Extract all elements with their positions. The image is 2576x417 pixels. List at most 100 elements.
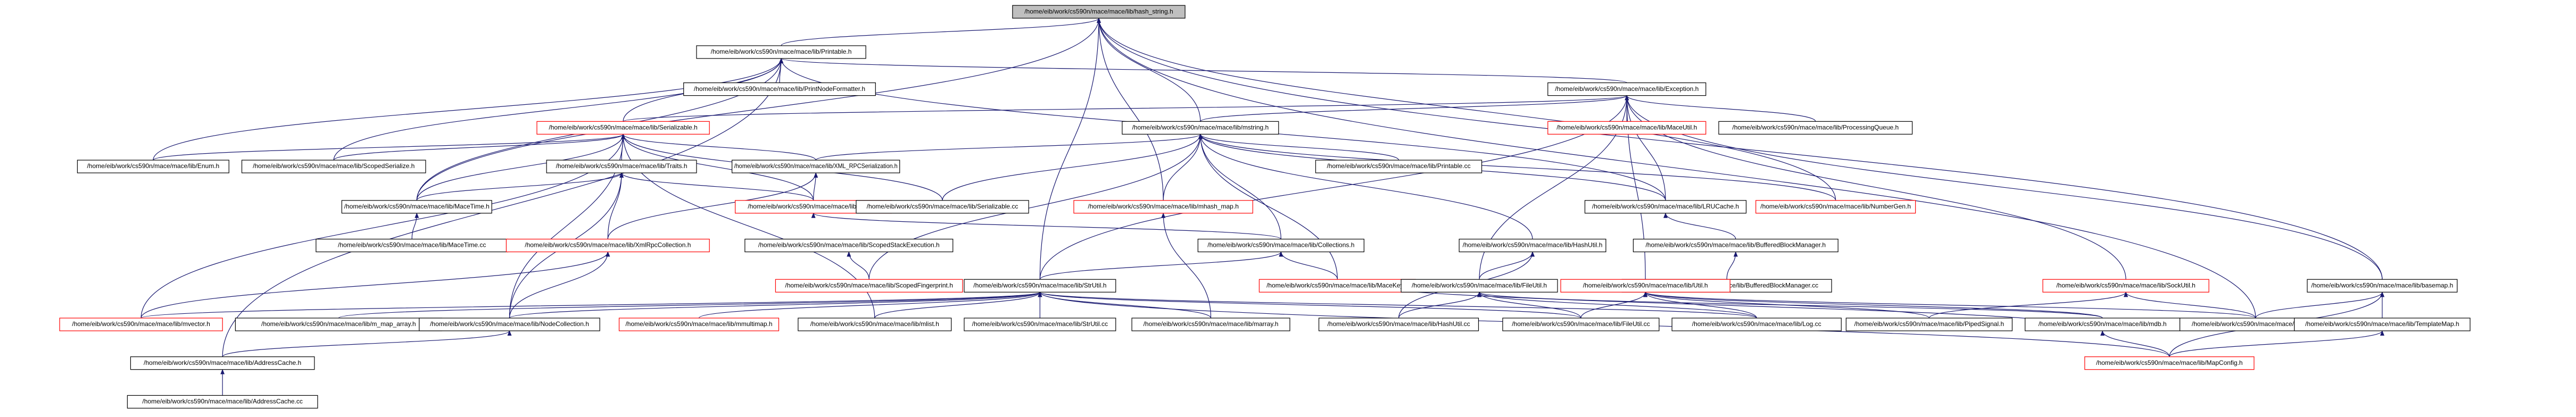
node-box[interactable] [683, 82, 876, 96]
node-box[interactable] [1401, 279, 1558, 293]
node-label[interactable]: /home/eib/work/cs590n/mace/mace/lib/Seri… [867, 203, 1018, 210]
node-label[interactable]: /home/eib/work/cs590n/mace/mace/lib/mvec… [72, 320, 210, 328]
node-label[interactable]: /home/eib/work/cs590n/mace/mace/lib/Temp… [2305, 320, 2459, 328]
node-label[interactable]: /home/eib/work/cs590n/mace/mace/lib/Addr… [142, 398, 302, 405]
node-label[interactable]: /home/eib/work/cs590n/mace/mace/lib/hash… [1024, 7, 1173, 15]
node-box[interactable] [1131, 318, 1290, 331]
node-box[interactable] [2042, 279, 2209, 293]
node-label[interactable]: /home/eib/work/cs590n/mace/mace/lib/StrU… [972, 320, 1108, 328]
node-label[interactable]: /home/eib/work/cs590n/mace/mace/lib/Scop… [758, 241, 940, 249]
include-edge [1198, 134, 1338, 280]
node-label[interactable]: /home/eib/work/cs590n/mace/mace/lib/MapC… [2096, 359, 2242, 366]
node-label[interactable]: /home/eib/work/cs590n/mace/mace/lib/Enum… [87, 162, 219, 170]
node-box[interactable] [775, 279, 963, 293]
node-box[interactable] [744, 238, 954, 253]
node-label[interactable]: /home/eib/work/cs590n/mace/mace/lib/mhas… [1088, 203, 1238, 210]
node-box[interactable] [2025, 318, 2181, 331]
node-box[interactable] [618, 318, 780, 331]
node-box[interactable] [1315, 160, 1482, 173]
node-box[interactable] [696, 45, 866, 59]
node-box[interactable] [130, 356, 315, 370]
node-label[interactable]: /home/eib/work/cs590n/mace/mace/lib/marr… [1144, 320, 1279, 328]
node-label[interactable]: /home/eib/work/cs590n/mace/mace/lib/Node… [430, 320, 589, 328]
node-label[interactable]: /home/eib/work/cs590n/mace/mace/lib/XmlR… [525, 241, 691, 249]
node-label[interactable]: /home/eib/work/cs590n/mace/mace/lib/Prin… [694, 85, 865, 93]
node-box[interactable] [1584, 200, 1747, 214]
node-label[interactable]: /home/eib/work/cs590n/mace/mace/lib/Prin… [711, 48, 852, 55]
node-box[interactable] [1197, 238, 1364, 253]
node-box[interactable] [341, 200, 492, 214]
node-box[interactable] [1560, 279, 1730, 293]
node-label[interactable]: /home/eib/work/cs590n/mace/mace/lib/Hash… [1327, 320, 1470, 328]
include-edge [1625, 95, 1816, 122]
node-label[interactable]: /home/eib/work/cs590n/mace/mace/lib/Buff… [1645, 241, 1826, 249]
include-edge [619, 172, 814, 201]
node-label[interactable]: /home/eib/work/cs590n/mace/mace/lib/Hash… [1463, 241, 1603, 249]
node-box[interactable] [1122, 121, 1279, 135]
include-edge [2124, 291, 2256, 319]
node-box[interactable] [2307, 279, 2458, 293]
node-box[interactable] [2084, 356, 2255, 370]
node-label[interactable]: /home/eib/work/cs590n/mace/mace/lib/mdb.… [2039, 320, 2167, 328]
node-label[interactable]: /home/eib/work/cs590n/mace/mace/lib/Mace… [344, 203, 490, 210]
node-label[interactable]: /home/eib/work/cs590n/mace/mace/lib/Util… [1583, 281, 1708, 289]
node-box[interactable] [316, 238, 509, 253]
node-box[interactable] [964, 279, 1116, 293]
node-label[interactable]: /home/eib/work/cs590n/mace/mace/lib/Numb… [1760, 203, 1911, 210]
node-box[interactable] [1459, 238, 1606, 253]
node-box[interactable] [1073, 200, 1253, 214]
node-box[interactable] [1718, 121, 1913, 135]
node-label[interactable]: /home/eib/work/cs590n/mace/mace/lib/Prin… [1327, 162, 1470, 170]
node-label[interactable]: /home/eib/work/cs590n/mace/mace/lib/mstr… [1132, 124, 1269, 131]
node-label[interactable]: /home/eib/work/cs590n/mace/mace/lib/Util… [2192, 320, 2320, 328]
node-label[interactable]: /home/eib/work/cs590n/mace/mace/lib/mlis… [810, 320, 939, 328]
include-edge [1477, 291, 1581, 319]
node-label[interactable]: /home/eib/work/cs590n/mace/mace/lib/Mace… [1556, 124, 1697, 131]
node-box[interactable] [2294, 318, 2471, 331]
node-label[interactable]: /home/eib/work/cs590n/mace/mace/lib/File… [1512, 320, 1650, 328]
node-label[interactable]: /home/eib/work/cs590n/mace/mace/lib/Log.… [1692, 320, 1821, 328]
node-label[interactable]: /home/eib/work/cs590n/mace/mace/lib/Sock… [2056, 281, 2195, 289]
node-box[interactable] [419, 318, 600, 331]
node-label[interactable]: /home/eib/work/cs590n/mace/mace/lib/Seri… [549, 124, 697, 131]
node-box[interactable] [1633, 238, 1838, 253]
node-label[interactable]: /home/eib/work/cs590n/mace/mace/lib/Scop… [785, 281, 953, 289]
node-label[interactable]: /home/eib/work/cs590n/mace/mace/lib/Proc… [1732, 124, 1899, 131]
node-label[interactable]: /home/eib/work/cs590n/mace/mace/lib/Coll… [1207, 241, 1354, 249]
node-box[interactable] [798, 318, 952, 331]
node-label[interactable]: /home/eib/work/cs590n/mace/mace/lib/Scop… [253, 162, 415, 170]
node-box[interactable] [732, 160, 900, 173]
node-label[interactable]: /home/eib/work/cs590n/mace/mace/lib/mmul… [625, 320, 772, 328]
node-label[interactable]: /home/eib/work/cs590n/mace/mace/lib/File… [1412, 281, 1547, 289]
node-box[interactable] [77, 160, 229, 173]
node-box[interactable] [1755, 200, 1916, 214]
node-label[interactable]: /home/eib/work/cs590n/mace/mace/lib/XML_… [734, 162, 898, 170]
node-label[interactable]: /home/eib/work/cs590n/mace/mace/lib/Mace… [1266, 281, 1409, 289]
node-label[interactable]: /home/eib/work/cs590n/mace/mace/lib/mpai… [748, 203, 879, 210]
node-label[interactable]: /home/eib/work/cs590n/mace/mace/lib/StrU… [973, 281, 1106, 289]
node-box[interactable] [506, 238, 710, 253]
node-box[interactable] [1845, 318, 2013, 331]
node-box[interactable] [1671, 318, 1842, 331]
node-label[interactable]: /home/eib/work/cs590n/mace/mace/lib/Addr… [144, 359, 301, 366]
node-box[interactable] [1012, 5, 1186, 19]
node-box[interactable] [1547, 82, 1707, 96]
node-label[interactable]: /home/eib/work/cs590n/mace/mace/lib/m_ma… [261, 320, 416, 328]
node-label[interactable]: /home/eib/work/cs590n/mace/mace/lib/Mace… [338, 241, 486, 249]
node-box[interactable] [1318, 318, 1479, 331]
node-box[interactable] [241, 160, 426, 173]
node-box[interactable] [127, 395, 318, 409]
node-label[interactable]: /home/eib/work/cs590n/mace/mace/lib/Pipe… [1854, 320, 2004, 328]
node-box[interactable] [59, 318, 223, 331]
node-label[interactable]: /home/eib/work/cs590n/mace/mace/lib/base… [2311, 281, 2453, 289]
node-box[interactable] [1547, 121, 1707, 135]
node-box[interactable] [1502, 318, 1660, 331]
node-label[interactable]: /home/eib/work/cs590n/mace/mace/lib/Trai… [556, 162, 688, 170]
node-label[interactable]: /home/eib/work/cs590n/mace/mace/lib/Exce… [1555, 85, 1699, 93]
node-label[interactable]: /home/eib/work/cs590n/mace/mace/lib/LRUC… [1592, 203, 1739, 210]
include-edge [416, 172, 624, 201]
node-box[interactable] [964, 318, 1116, 331]
node-box[interactable] [536, 121, 710, 135]
node-box[interactable] [546, 160, 697, 173]
node-box[interactable] [856, 200, 1029, 214]
